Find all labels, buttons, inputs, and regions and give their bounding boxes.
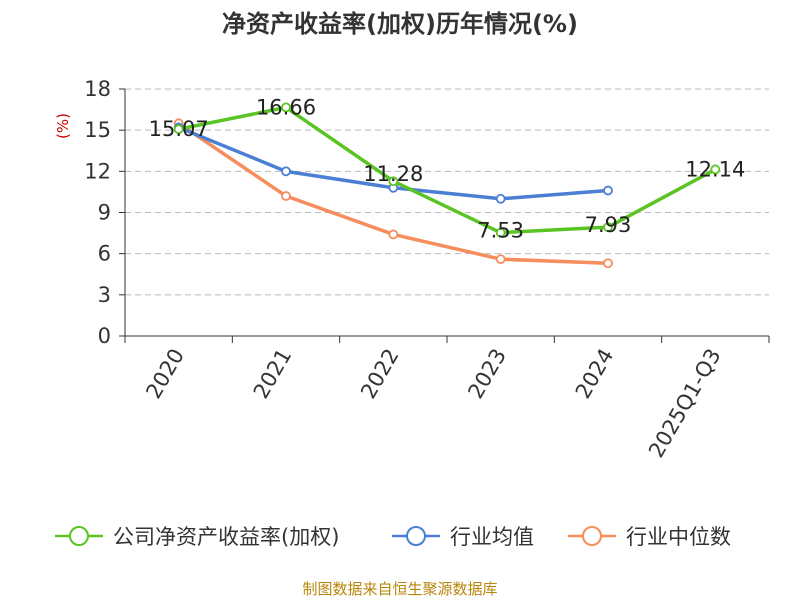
- data-point: [603, 185, 613, 196]
- y-tick-label: 3: [98, 283, 111, 307]
- x-tick-label: 2022: [356, 345, 404, 403]
- data-point: [710, 164, 721, 175]
- data-label: 16.66: [256, 95, 316, 119]
- data-labels: 15.07 16.66 11.28 7.53 7.93 12.14: [149, 95, 746, 242]
- data-point: [173, 124, 184, 135]
- data-point: [603, 258, 613, 269]
- legend-marker: [406, 526, 426, 546]
- legend-label: 行业中位数: [626, 525, 731, 549]
- legend-item-2: 行业中位数: [568, 525, 731, 549]
- data-point: [281, 102, 291, 113]
- legend-label: 公司净资产收益率(加权): [113, 525, 339, 549]
- y-tick-label: 6: [98, 242, 111, 266]
- data-point: [495, 254, 506, 265]
- data-point: [603, 222, 613, 233]
- data-point: [281, 191, 291, 201]
- data-label: 7.93: [585, 213, 632, 237]
- data-point: [281, 166, 291, 177]
- x-tick-label: 2023: [463, 344, 511, 402]
- data-label: 12.14: [685, 157, 745, 181]
- y-tick-label: 9: [98, 201, 111, 225]
- data-label: 7.53: [477, 219, 524, 243]
- legend-item-1: 行业均值: [392, 525, 534, 549]
- y-tick-label: 15: [84, 118, 111, 142]
- x-tick-label: 2024: [571, 345, 619, 403]
- legend-label: 行业均值: [450, 525, 534, 549]
- series-0: [173, 102, 721, 238]
- x-tick-label: 2020: [141, 345, 189, 403]
- source-note: 制图数据来自恒生聚源数据库: [302, 580, 497, 598]
- data-point: [388, 229, 399, 240]
- x-tick-label: 2025Q1-Q3: [644, 345, 726, 462]
- series-2: [173, 118, 613, 269]
- data-point: [495, 227, 506, 238]
- legend-marker: [582, 526, 602, 546]
- data-point: [495, 193, 506, 204]
- legend: 公司净资产收益率(加权) 行业均值 行业中位数: [55, 525, 731, 549]
- y-axis-label: (%): [54, 113, 72, 139]
- legend-item-0: 公司净资产收益率(加权): [55, 525, 339, 549]
- data-point: [388, 176, 399, 187]
- data-label: 15.07: [149, 117, 209, 141]
- grid-lines: [125, 88, 769, 296]
- x-tick-label: 2021: [249, 345, 297, 403]
- y-tick-label: 12: [84, 159, 111, 183]
- chart-title: 净资产收益率(加权)历年情况(%): [222, 10, 578, 38]
- series-layer: [173, 102, 721, 269]
- series-line: [176, 105, 718, 235]
- series-line: [176, 121, 610, 266]
- y-tick-label: 0: [98, 324, 111, 348]
- legend-marker: [69, 526, 89, 546]
- data-label: 11.28: [363, 162, 423, 186]
- y-tick-label: 18: [84, 77, 111, 101]
